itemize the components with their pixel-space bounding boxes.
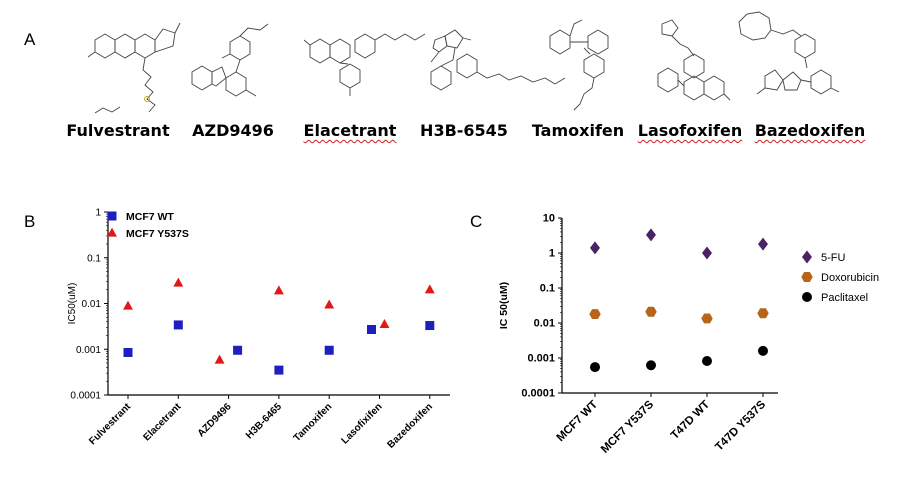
azd9496-structure-icon	[191, 23, 269, 97]
y-tick-label: 0.0001	[521, 388, 555, 400]
y-axis-label: IC 50(uM)	[498, 282, 510, 329]
x-tick-label: AZD9496	[196, 401, 234, 439]
x-tick-label: MCF7 Y537S	[599, 398, 656, 455]
data-point	[424, 284, 435, 294]
legend-label: 5-FU	[821, 252, 846, 264]
x-tick-label: Tamoxifen	[292, 401, 335, 444]
elacetrant-structure-icon	[303, 33, 426, 96]
panel-a-letter: A	[24, 30, 36, 49]
data-point	[173, 320, 183, 330]
legend-marker	[801, 272, 813, 282]
tamoxifen-structure-icon	[549, 19, 609, 111]
data-point	[589, 309, 601, 320]
data-point	[646, 228, 656, 242]
legend-label: MCF7 Y537S	[126, 228, 189, 240]
chart-b: 1 0.1 0.01 0.001 0.0001 IC50(uM) Fulvestrant El…	[67, 208, 450, 451]
y-tick-label: 0.001	[76, 345, 101, 356]
data-point	[274, 365, 284, 375]
legend-label: Paclitaxel	[821, 292, 868, 304]
data-point	[702, 246, 712, 260]
y-tick-label: 10	[543, 213, 555, 225]
lasofoxifen-structure-icon	[657, 19, 731, 101]
compound-name: H3B-6545	[420, 121, 508, 140]
panel-c-letter: C	[470, 212, 483, 231]
chart-c: 10 1 0.1 0.01 0.001 0.0001 IC 50(uM) MCF7 WTMCF…	[498, 213, 879, 456]
data-point	[123, 347, 133, 357]
compound-name: Bazedoxifen	[754, 121, 866, 140]
data-point	[645, 306, 657, 317]
y-tick-label: 0.0001	[70, 391, 101, 402]
data-point	[701, 313, 713, 324]
data-point	[590, 362, 600, 373]
legend-marker	[802, 250, 812, 264]
data-point	[379, 318, 390, 328]
x-tick-label: Bazedoxifen	[385, 401, 434, 450]
legend-marker	[802, 292, 812, 302]
x-tick-label: Elacetrant	[141, 401, 183, 443]
compound-name: Tamoxifen	[531, 121, 625, 140]
legend-marker	[107, 227, 117, 237]
y-axis-label: IC50(uM)	[67, 283, 78, 325]
x-tick-label: H3B-6465	[244, 401, 284, 441]
y-tick-label: 0.1	[540, 283, 555, 295]
data-point	[757, 308, 769, 319]
data-point	[758, 345, 768, 356]
data-point	[123, 300, 133, 310]
y-tick-label: 1	[95, 208, 101, 219]
y-tick-label: 0.01	[82, 299, 102, 310]
data-point	[214, 354, 225, 364]
y-tick-label: 0.1	[87, 253, 101, 264]
y-tick-label: 0.001	[527, 353, 555, 365]
legend-marker	[107, 211, 117, 221]
y-tick-label: 1	[549, 248, 555, 260]
data-point	[702, 356, 712, 367]
data-point	[758, 237, 768, 251]
data-point	[324, 299, 335, 309]
compound-name: AZD9496	[192, 121, 274, 140]
x-tick-label: T47D Y537S	[713, 398, 768, 453]
bazedoxifen-structure-icon	[738, 11, 840, 95]
x-tick-label: Lasofixifen	[340, 401, 385, 446]
compound-name: Fulvestrant	[66, 121, 170, 140]
fulvestrant-structure-icon	[87, 22, 181, 114]
x-tick-label: T47D WT	[669, 399, 712, 442]
x-tick-label: Fulvestrant	[87, 401, 133, 447]
legend-label: Doxorubicin	[821, 272, 879, 284]
compound-name: Elacetrant	[303, 121, 397, 140]
legend-label: MCF7 WT	[126, 211, 174, 223]
data-point	[590, 241, 600, 255]
y-tick-label: 0.01	[534, 318, 555, 330]
chemical-structures	[87, 11, 840, 114]
x-tick-label: MCF7 WT	[555, 399, 601, 445]
data-point	[425, 321, 435, 331]
h3b-6545-structure-icon	[430, 29, 566, 91]
data-point	[367, 325, 376, 335]
data-point	[273, 285, 284, 295]
compound-name: Lasofoxifen	[637, 121, 743, 140]
data-point	[233, 345, 243, 355]
data-point	[646, 360, 656, 371]
data-point	[173, 277, 184, 287]
data-point	[324, 345, 334, 355]
panel-b-letter: B	[24, 212, 36, 231]
